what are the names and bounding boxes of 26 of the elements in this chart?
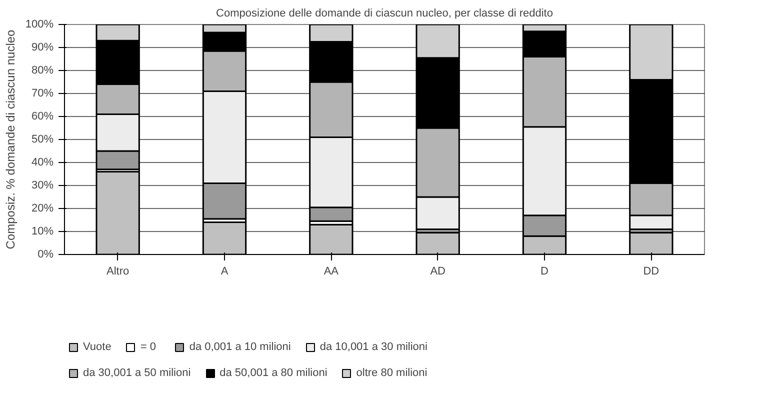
x-tick-label: AD bbox=[430, 266, 446, 278]
legend-label: da 30,001 a 50 milioni bbox=[83, 367, 191, 379]
y-tick-label: 100% bbox=[25, 18, 54, 30]
y-tick-label: 40% bbox=[31, 156, 54, 168]
y-axis-title: Composiz. % domande di ciascun nucleo bbox=[3, 29, 18, 250]
y-tick-label: 0% bbox=[38, 248, 54, 260]
x-tick-label: A bbox=[220, 266, 229, 278]
y-tick-label: 10% bbox=[31, 226, 54, 238]
legend-label: Vuote bbox=[83, 341, 112, 353]
legend-label: da 10,001 a 30 milioni bbox=[320, 341, 428, 353]
legend-label: = 0 bbox=[140, 341, 157, 353]
x-tick-label: D bbox=[540, 266, 549, 278]
y-tick-label: 30% bbox=[31, 180, 54, 192]
y-tick-label: 50% bbox=[31, 134, 54, 146]
x-tick-label: DD bbox=[643, 266, 660, 278]
legend-label: da 0,001 a 10 milioni bbox=[189, 341, 291, 353]
x-tick-label: AA bbox=[324, 266, 340, 278]
y-tick-label: 20% bbox=[31, 202, 54, 214]
y-tick-label: 80% bbox=[31, 64, 54, 76]
x-tick-label: Altro bbox=[106, 266, 130, 278]
y-tick-label: 60% bbox=[31, 110, 54, 122]
y-tick-label: 70% bbox=[31, 88, 54, 100]
legend-label: da 50,001 a 80 milioni bbox=[220, 367, 328, 379]
legend-label: oltre 80 milioni bbox=[356, 367, 428, 379]
chart-title: Composizione delle domande di ciascun nucleo, per classe di reddito bbox=[216, 8, 553, 20]
y-tick-label: 90% bbox=[31, 42, 54, 54]
